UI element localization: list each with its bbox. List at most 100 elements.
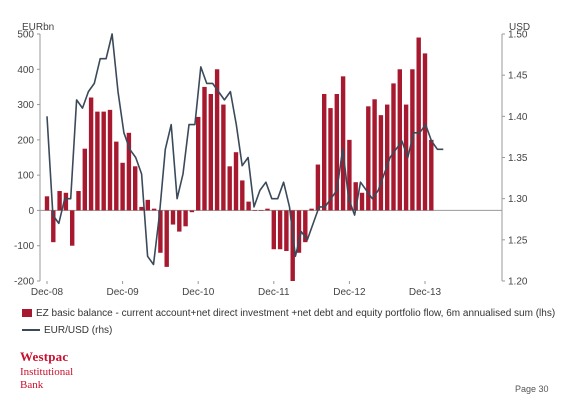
tick-labels: -200 -100 0 100 200 300 400 500 1.20 1.25 1.30 1.35…: [14, 22, 530, 298]
bar: [315, 164, 321, 211]
bar: [145, 199, 150, 211]
combo-chart: -200 -100 0 100 200 300 400 500 1.20 1.25 1.30 1.35…: [14, 22, 530, 298]
bar: [277, 210, 283, 250]
bar: [51, 210, 56, 243]
bar: [158, 210, 163, 253]
left-tick-label: 300: [17, 100, 34, 111]
bar: [95, 111, 100, 211]
bar: [303, 210, 308, 243]
x-tick-label: Dec-11: [258, 287, 290, 298]
bar: [252, 210, 258, 211]
westpac-logo: Westpac Institutional Bank: [20, 349, 73, 391]
bar: [114, 141, 119, 211]
bar: [359, 192, 365, 211]
bar: [340, 76, 346, 211]
bar: [296, 210, 302, 253]
legend-bar-swatch: [22, 309, 32, 317]
bar: [397, 69, 402, 211]
bar: [334, 93, 339, 211]
bar: [214, 69, 220, 211]
right-tick-label: 1.45: [508, 71, 528, 82]
bar: [391, 83, 396, 211]
bar: [309, 208, 314, 211]
bar: [101, 111, 106, 211]
bar: [429, 139, 434, 211]
left-tick-label: 0: [28, 206, 34, 217]
bar: [63, 192, 69, 211]
legend-line-label: EUR/USD (rhs): [44, 324, 113, 336]
page-number: Page 30: [515, 384, 549, 394]
left-tick-label: 500: [17, 30, 34, 41]
right-tick-label: 1.30: [508, 194, 528, 205]
bar: [183, 210, 188, 227]
left-tick-label: 200: [17, 135, 34, 146]
bar: [328, 108, 333, 211]
bar: [403, 104, 409, 211]
bar: [240, 180, 245, 211]
bar: [366, 106, 371, 211]
legend-item-line: EUR/USD (rhs): [22, 323, 555, 337]
bar: [170, 210, 176, 225]
bar: [259, 210, 264, 211]
bar-series: [44, 37, 434, 281]
left-tick-label: -100: [14, 241, 34, 252]
left-tick-label: 100: [17, 171, 34, 182]
right-tick-label: 1.35: [508, 153, 528, 164]
chart-axes: [37, 33, 505, 284]
bar: [151, 208, 157, 211]
bar: [88, 97, 94, 211]
bar: [76, 191, 81, 211]
line-series: [46, 33, 444, 266]
bar: [246, 201, 251, 211]
bar: [70, 210, 75, 246]
right-tick-label: 1.40: [508, 112, 528, 123]
bar: [177, 210, 182, 232]
bar: [378, 115, 384, 211]
legend-item-bar: EZ basic balance - current account+net d…: [22, 306, 555, 320]
bar: [372, 99, 377, 211]
bar: [353, 182, 358, 211]
bar: [120, 162, 125, 211]
right-tick-label: 1.20: [508, 277, 528, 288]
legend-line-swatch: [22, 329, 40, 331]
eurusd-line: [46, 33, 444, 266]
bar: [107, 109, 113, 211]
x-tick-label: Dec-08: [31, 287, 64, 298]
right-axis-unit: USD: [509, 22, 530, 33]
bar: [208, 93, 213, 211]
bar: [126, 132, 132, 211]
right-tick-label: 1.25: [508, 235, 528, 246]
left-tick-label: -200: [14, 277, 34, 288]
bar: [233, 152, 239, 211]
bar: [82, 148, 87, 211]
legend-bar-label: EZ basic balance - current account+net d…: [36, 307, 556, 319]
bar: [284, 210, 289, 252]
bar: [57, 191, 62, 211]
bar: [189, 210, 195, 213]
bar: [44, 196, 50, 211]
bar: [227, 166, 232, 211]
bar: [290, 210, 295, 281]
logo-brand: Westpac: [20, 349, 69, 364]
bar: [322, 93, 327, 211]
logo-sub-2: Bank: [20, 379, 44, 391]
bar: [133, 166, 138, 211]
chart-legend: EZ basic balance - current account+net d…: [22, 306, 555, 340]
x-tick-label: Dec-12: [333, 287, 366, 298]
right-tick-label: 1.50: [508, 30, 528, 41]
bar: [271, 210, 276, 250]
bar: [385, 104, 390, 211]
bar: [422, 53, 428, 211]
bar: [416, 37, 421, 211]
bar: [196, 116, 201, 211]
bar: [202, 86, 207, 211]
x-tick-label: Dec-13: [409, 287, 442, 298]
bar: [265, 208, 270, 211]
logo-sub-1: Institutional: [20, 366, 74, 378]
left-tick-label: 400: [17, 65, 34, 76]
left-axis-unit: EURbn: [22, 22, 54, 33]
bar: [164, 210, 169, 267]
bar: [139, 206, 144, 211]
x-tick-label: Dec-09: [106, 287, 139, 298]
bar: [221, 104, 226, 211]
